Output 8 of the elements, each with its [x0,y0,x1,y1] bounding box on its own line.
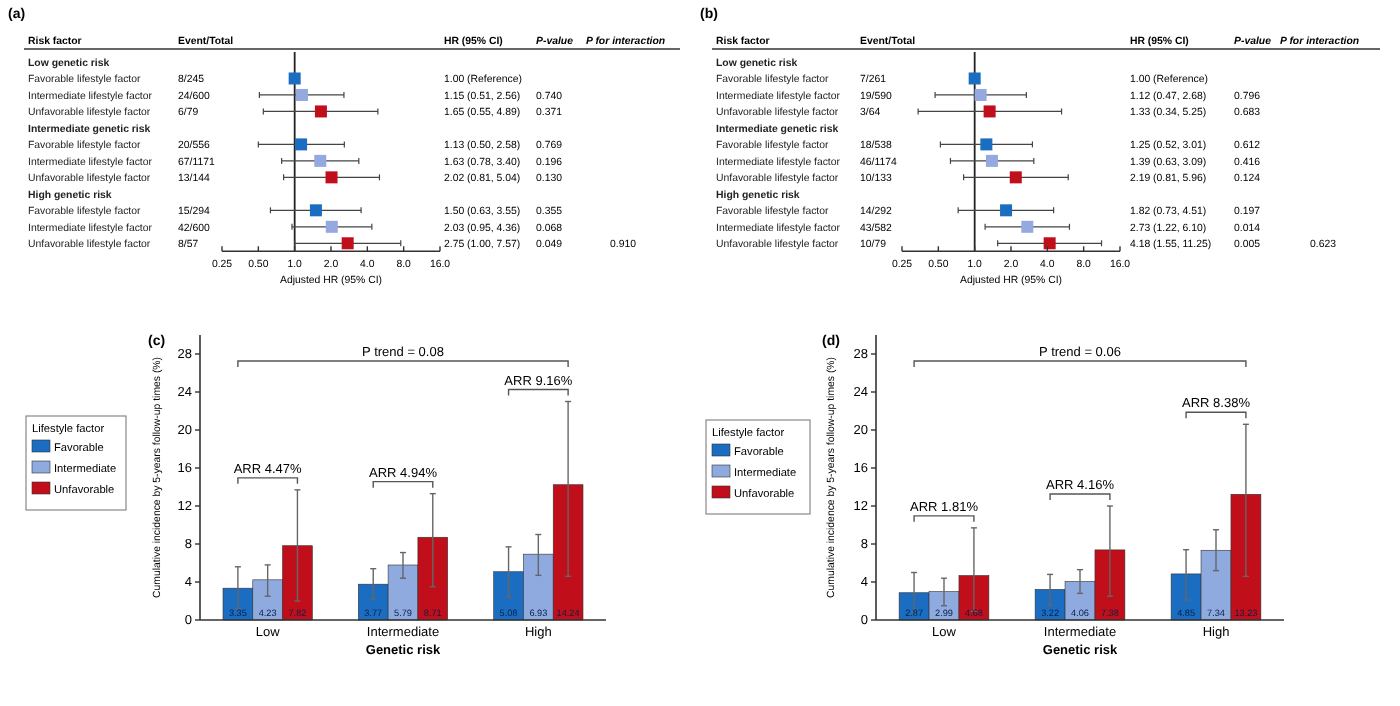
point [309,204,322,217]
point [325,220,338,233]
point [325,171,338,184]
point [314,105,327,118]
point [314,154,327,167]
point [295,88,308,101]
point [288,72,301,85]
point [295,138,308,151]
